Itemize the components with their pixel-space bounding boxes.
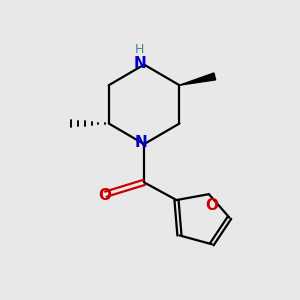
- Text: H: H: [135, 43, 144, 56]
- Polygon shape: [179, 73, 216, 85]
- Text: N: N: [133, 56, 146, 70]
- Text: O: O: [205, 198, 218, 213]
- Text: N: N: [135, 135, 148, 150]
- Text: O: O: [98, 188, 111, 203]
